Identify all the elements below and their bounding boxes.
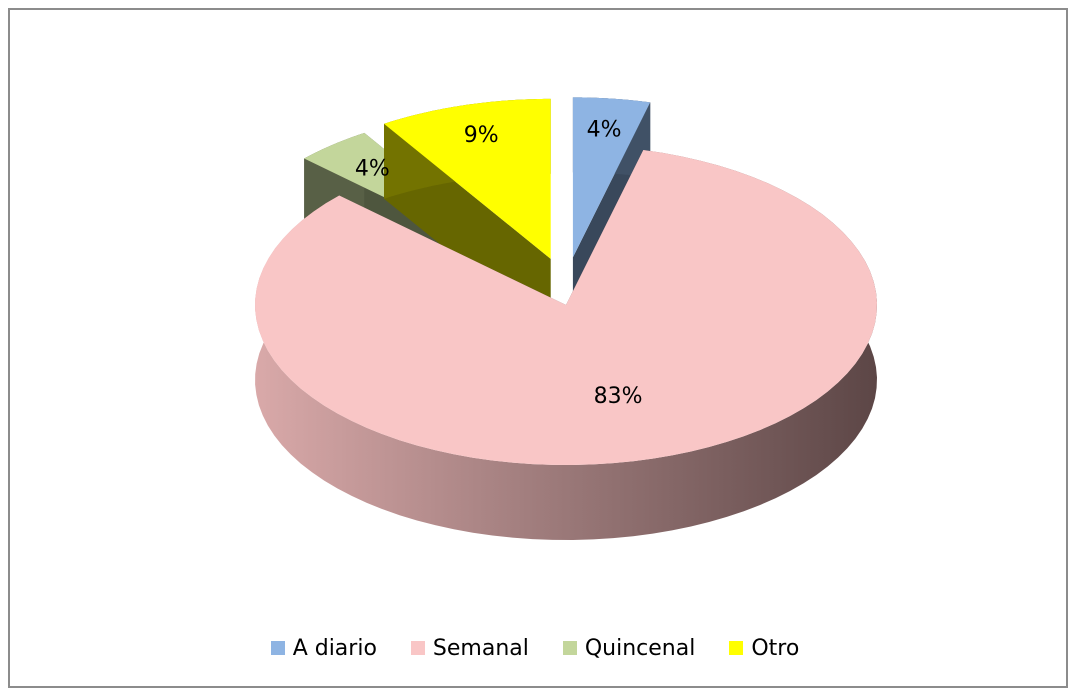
legend: A diario Semanal Quincenal Otro (0, 632, 1070, 664)
legend-swatch (729, 641, 744, 655)
legend-label: Quincenal (584, 635, 696, 661)
legend-label: A diario (292, 635, 377, 661)
data-label: 4% (355, 156, 390, 181)
legend-swatch (562, 641, 577, 655)
pie: 4% 83% 4% 9% (255, 97, 878, 540)
legend-swatch (270, 641, 285, 655)
slice (255, 150, 878, 465)
legend-item: Semanal (410, 635, 529, 661)
data-label: 9% (464, 123, 499, 148)
data-label: 83% (594, 384, 643, 409)
slice (572, 97, 651, 258)
legend-swatch (410, 641, 425, 655)
legend-label: Semanal (432, 635, 529, 661)
legend-label: Otro (751, 635, 800, 661)
slice (384, 98, 551, 259)
data-label: 4% (587, 117, 622, 142)
legend-item: Quincenal (562, 635, 696, 661)
legend-item: Otro (729, 636, 799, 661)
legend-item: A diario (270, 635, 377, 661)
